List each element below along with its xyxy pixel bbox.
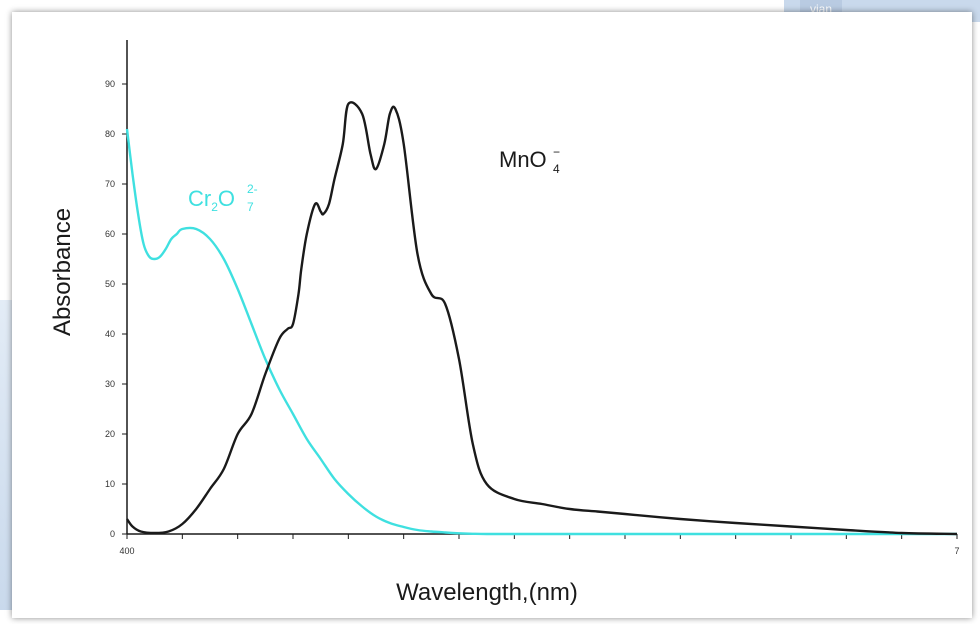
dichromate-sub-2: 2 bbox=[211, 200, 218, 214]
y-tick-label: 70 bbox=[105, 179, 115, 189]
dichromate-cr: Cr bbox=[188, 186, 211, 211]
y-tick-label: 80 bbox=[105, 129, 115, 139]
absorbance-chart: 0 10 20 30 40 50 60 70 80 90 400 7 Absorbance Wave… bbox=[49, 40, 960, 606]
chart-panel: 0 10 20 30 40 50 60 70 80 90 400 7 Absorbance Wave… bbox=[12, 12, 972, 618]
y-tick-label: 90 bbox=[105, 79, 115, 89]
series-lines bbox=[125, 101, 958, 536]
y-tick-label: 20 bbox=[105, 429, 115, 439]
series-label-permanganate: MnO bbox=[499, 147, 547, 172]
y-tick-label: 60 bbox=[105, 229, 115, 239]
y-tick-label: 0 bbox=[110, 529, 115, 539]
series-label-dichromate: Cr2O bbox=[188, 186, 235, 214]
axes bbox=[126, 40, 957, 535]
series-line-dichromate bbox=[125, 128, 957, 536]
y-tick-label: 10 bbox=[105, 479, 115, 489]
x-axis-label: Wavelength,(nm) bbox=[396, 579, 578, 606]
permanganate-mno: MnO bbox=[499, 147, 547, 172]
dichromate-sup: 2- bbox=[247, 182, 258, 196]
slide-decoration-left bbox=[0, 300, 14, 610]
dichromate-o: O bbox=[218, 186, 235, 211]
y-axis-ticks: 0 10 20 30 40 50 60 70 80 90 bbox=[105, 79, 127, 539]
y-tick-label: 50 bbox=[105, 279, 115, 289]
dichromate-sub-7: 7 bbox=[247, 200, 254, 214]
permanganate-sub: 4 bbox=[553, 162, 560, 176]
y-tick-label: 30 bbox=[105, 379, 115, 389]
y-axis-label: Absorbance bbox=[49, 208, 76, 336]
x-axis-ticks: 400 7 bbox=[119, 534, 960, 556]
y-tick-label: 40 bbox=[105, 329, 115, 339]
x-tick-label: 400 bbox=[119, 546, 134, 556]
series-line-permanganate bbox=[125, 101, 958, 536]
permanganate-sup: − bbox=[553, 145, 560, 159]
x-tick-label: 7 bbox=[954, 546, 959, 556]
